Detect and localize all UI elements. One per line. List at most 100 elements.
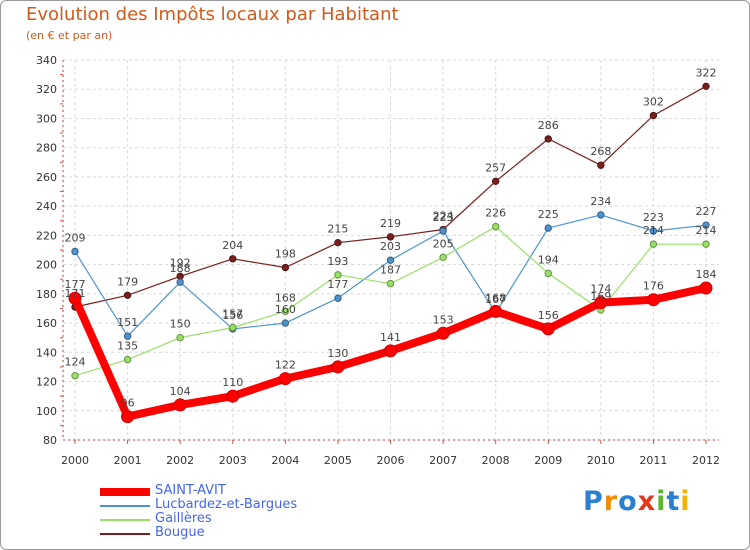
data-point-gaill-res xyxy=(439,253,447,262)
data-point-lucbardez-et-bargues xyxy=(597,211,605,219)
data-point-gaill-res xyxy=(334,271,342,279)
data-label-saint-avit: 96 xyxy=(121,397,135,410)
data-label-lucbardez-et-bargues: 227 xyxy=(696,205,717,218)
y-tick-label: 140 xyxy=(36,346,57,359)
legend-label-saint-avit: SAINT-AVIT xyxy=(155,483,226,498)
x-tick-label: 2007 xyxy=(429,454,457,467)
data-label-gaill-res: 169 xyxy=(590,290,611,303)
y-tick-label: 120 xyxy=(36,376,57,389)
data-point-saint-avit xyxy=(646,293,660,307)
data-point-lucbardez-et-bargues xyxy=(439,227,447,235)
x-tick-label: 2012 xyxy=(692,454,720,467)
y-tick-label: 80 xyxy=(43,434,57,447)
data-label-bougue: 204 xyxy=(222,239,243,252)
data-label-gaill-res: 205 xyxy=(433,237,454,250)
x-tick-label: 2010 xyxy=(587,454,615,467)
data-label-gaill-res: 193 xyxy=(327,255,348,268)
data-point-gaill-res xyxy=(544,269,552,278)
data-point-lucbardez-et-bargues xyxy=(386,256,395,264)
series-layer xyxy=(68,82,713,424)
x-tick-label: 2008 xyxy=(482,454,510,467)
data-point-lucbardez-et-bargues xyxy=(702,221,710,229)
data-label-bougue: 179 xyxy=(117,275,138,288)
x-tick-label: 2004 xyxy=(271,454,299,467)
data-label-bougue: 302 xyxy=(643,96,664,109)
data-point-lucbardez-et-bargues xyxy=(176,278,184,286)
data-point-gaill-res xyxy=(229,323,237,332)
data-label-gaill-res: 187 xyxy=(380,264,401,277)
data-point-saint-avit xyxy=(594,296,608,310)
data-label-gaill-res: 226 xyxy=(485,207,506,220)
logo-letter: r xyxy=(603,486,619,517)
axis-layer: 80 100 120 140 160 180 200 220 240 260 280 300 320 34… xyxy=(36,54,720,467)
y-tick-label: 100 xyxy=(36,405,57,418)
y-tick-label: 180 xyxy=(36,288,57,301)
data-label-saint-avit: 174 xyxy=(590,283,611,296)
legend-label-bougue: Bougue xyxy=(155,525,205,540)
x-tick-label: 2003 xyxy=(219,454,247,467)
data-label-saint-avit: 177 xyxy=(65,278,86,291)
data-point-gaill-res xyxy=(176,333,184,342)
logo-letter: P xyxy=(583,486,604,517)
data-label-saint-avit: 153 xyxy=(433,313,454,326)
y-tick-label: 240 xyxy=(36,200,57,213)
data-label-saint-avit: 130 xyxy=(327,347,348,360)
data-point-gaill-res xyxy=(649,240,658,248)
data-point-bougue xyxy=(597,161,605,169)
label-layer: 171 179 192 204 198 215 219 224 257 286 268 302 322 2… xyxy=(65,66,717,409)
x-tick-label: 2011 xyxy=(639,454,667,467)
data-label-lucbardez-et-bargues: 151 xyxy=(117,316,138,329)
data-label-saint-avit: 156 xyxy=(538,309,559,322)
data-point-gaill-res xyxy=(281,307,290,316)
data-label-bougue: 286 xyxy=(538,119,559,132)
data-point-bougue xyxy=(649,111,658,120)
data-label-bougue: 192 xyxy=(170,256,191,269)
data-label-bougue: 215 xyxy=(327,223,348,236)
y-tick-label: 340 xyxy=(36,54,57,67)
data-label-saint-avit: 104 xyxy=(170,385,191,398)
x-tick-label: 2002 xyxy=(166,454,194,467)
data-label-lucbardez-et-bargues: 203 xyxy=(380,240,401,253)
legend-swatch-saint-avit xyxy=(100,488,150,496)
data-point-saint-avit xyxy=(541,322,555,336)
y-tick-label: 320 xyxy=(36,83,57,96)
data-label-bougue: 257 xyxy=(485,161,506,174)
data-point-bougue xyxy=(281,263,290,272)
plot-area xyxy=(63,60,719,440)
logo-letter: i xyxy=(680,486,691,517)
data-label-gaill-res: 157 xyxy=(222,307,243,320)
data-label-lucbardez-et-bargues: 160 xyxy=(275,303,296,316)
data-label-bougue: 171 xyxy=(65,287,86,300)
data-point-lucbardez-et-bargues xyxy=(71,247,79,256)
data-label-lucbardez-et-bargues: 234 xyxy=(590,195,611,208)
data-point-bougue xyxy=(702,82,710,91)
data-point-saint-avit xyxy=(699,281,713,295)
data-point-lucbardez-et-bargues xyxy=(649,227,658,235)
data-point-lucbardez-et-bargues xyxy=(334,294,342,302)
data-point-saint-avit xyxy=(173,398,187,412)
data-point-gaill-res xyxy=(702,240,710,248)
y-tick-label: 220 xyxy=(36,229,57,242)
data-label-saint-avit: 176 xyxy=(643,280,664,293)
data-label-saint-avit: 184 xyxy=(696,268,717,281)
data-label-gaill-res: 124 xyxy=(65,356,86,369)
legend-label-lucbardez: Lucbardez-et-Bargues xyxy=(155,497,298,512)
data-point-lucbardez-et-bargues xyxy=(544,224,552,232)
y-tick-label: 260 xyxy=(36,171,57,184)
x-tick-label: 2000 xyxy=(61,454,89,467)
data-point-bougue xyxy=(386,233,395,241)
logo-letter: t xyxy=(666,486,681,517)
data-point-bougue xyxy=(229,255,237,263)
data-label-gaill-res: 214 xyxy=(643,224,664,237)
data-label-lucbardez-et-bargues: 156 xyxy=(222,309,243,322)
x-tick-label: 2001 xyxy=(114,454,142,467)
y-tick-label: 160 xyxy=(36,317,57,330)
legend-label-gailleres: Gaillères xyxy=(155,511,212,526)
logo-letter: o xyxy=(618,486,638,517)
data-label-saint-avit: 168 xyxy=(485,291,506,304)
data-point-gaill-res xyxy=(491,222,500,231)
data-label-bougue: 198 xyxy=(275,248,296,261)
data-point-lucbardez-et-bargues xyxy=(123,332,132,340)
data-label-bougue: 268 xyxy=(590,145,611,158)
